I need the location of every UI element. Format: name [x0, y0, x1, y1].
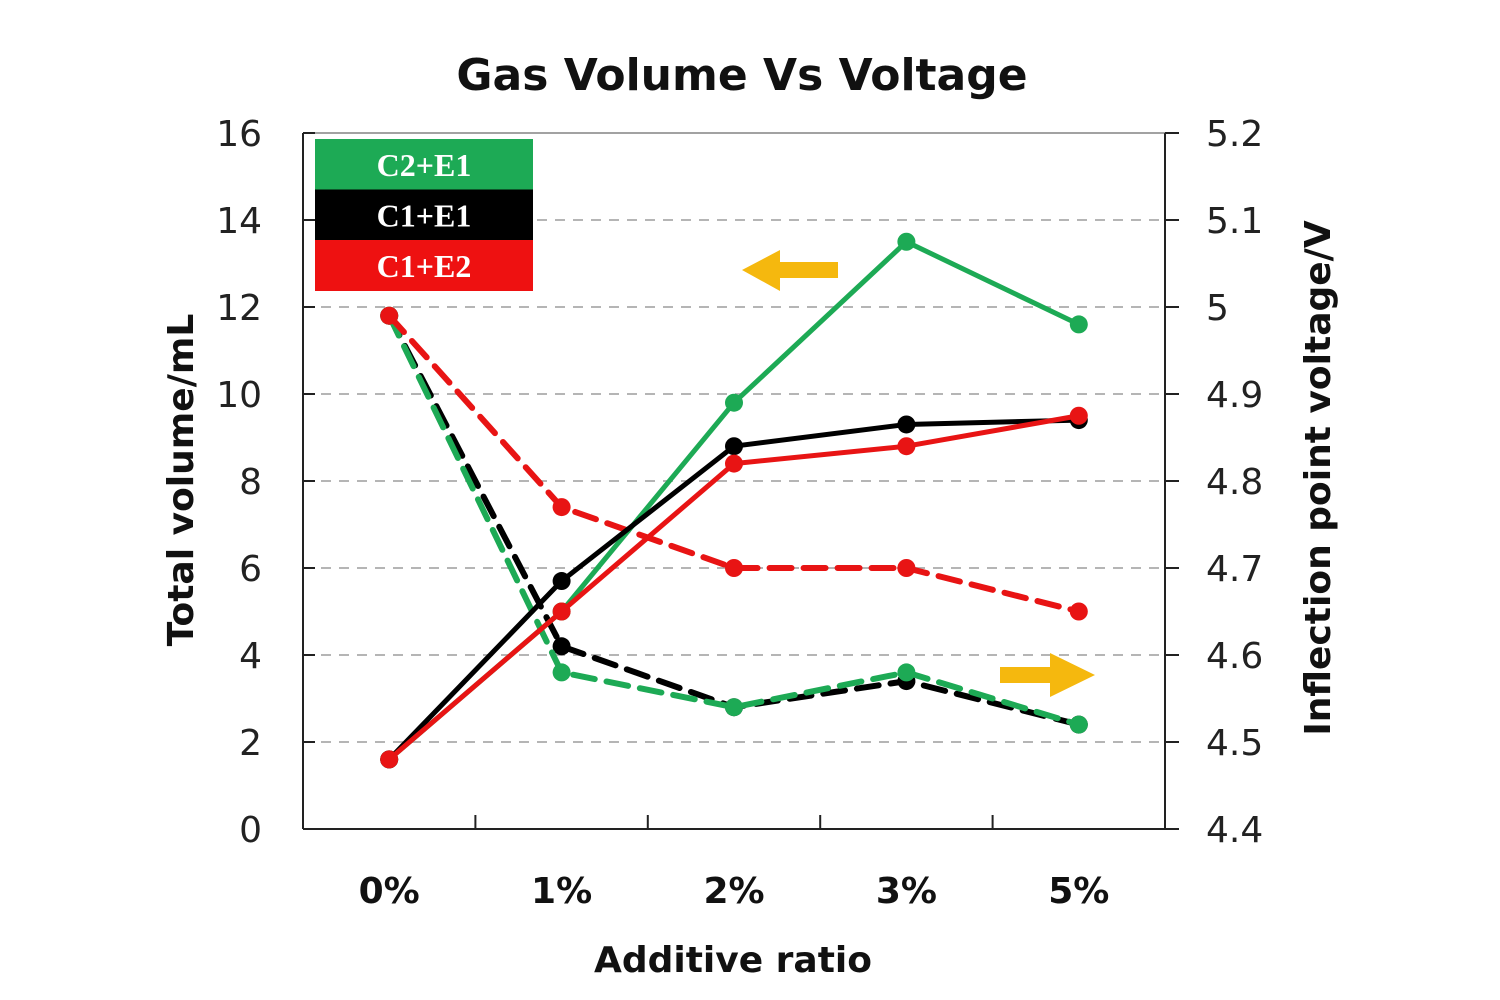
chart-title: Gas Volume Vs Voltage: [456, 50, 1027, 101]
y2-tick-label: 4.7: [1206, 549, 1263, 590]
x-axis-label: Additive ratio: [594, 940, 872, 981]
legend: C2+E1 C1+E1 C1+E2: [315, 139, 533, 291]
series-group: [380, 232, 1088, 769]
data-point: [897, 415, 916, 434]
y2-tick-label: 4.4: [1206, 810, 1263, 851]
left-axis-ticks: 0 2 4 6 8 10 12 14 16: [216, 114, 315, 851]
data-point: [897, 663, 916, 682]
data-point: [552, 663, 571, 682]
y-tick-label: 6: [239, 549, 262, 590]
x-tick-label: 3%: [876, 871, 937, 912]
data-point: [552, 602, 571, 621]
series-line: [387, 239, 1080, 762]
data-point: [380, 750, 399, 769]
y2-tick-label: 4.5: [1206, 723, 1263, 764]
legend-label: C1+E1: [377, 198, 472, 234]
legend-label: C1+E2: [377, 248, 472, 284]
y2-axis-label: Inflection point voltage/V: [1298, 220, 1339, 735]
right-arrow-icon: [1000, 653, 1095, 697]
data-point: [1069, 406, 1088, 425]
y-tick-label: 0: [239, 810, 262, 851]
y2-tick-label: 4.8: [1206, 462, 1263, 503]
data-point: [725, 698, 743, 717]
gridlines: [303, 219, 1165, 743]
legend-swatch: [315, 139, 533, 190]
y-tick-label: 12: [216, 288, 262, 329]
y-axis-label: Total volume/mL: [161, 314, 202, 647]
y2-tick-label: 4.6: [1206, 636, 1263, 677]
y-tick-label: 10: [216, 375, 262, 416]
series-line: [386, 312, 1082, 728]
y2-tick-label: 5.2: [1206, 114, 1263, 155]
y-tick-label: 2: [239, 723, 262, 764]
data-point: [552, 637, 571, 656]
x-tick-label: 2%: [703, 871, 764, 912]
x-tick-label: 0%: [359, 871, 420, 912]
legend-swatch: [315, 189, 533, 241]
data-point: [897, 232, 916, 251]
series-voltage-c1-e2: [380, 306, 1088, 621]
series-volume-c1-e2: [380, 406, 1088, 769]
data-point: [725, 559, 743, 577]
data-point: [725, 437, 743, 456]
legend-label: C2+E1: [377, 147, 472, 183]
series-voltage-c2-e1: [380, 306, 1088, 734]
y-tick-label: 8: [239, 462, 262, 503]
data-point: [552, 498, 571, 517]
x-axis-ticks: 0% 1% 2% 3% 5%: [359, 815, 1109, 912]
data-point: [725, 393, 743, 412]
data-point: [897, 559, 916, 577]
y2-tick-label: 4.9: [1206, 375, 1263, 416]
legend-swatch: [315, 240, 533, 291]
x-tick-label: 5%: [1048, 871, 1109, 912]
right-axis-ticks: 4.4 4.5 4.6 4.7 4.8 4.9 5 5.1 5.2: [1165, 114, 1263, 851]
data-point: [1069, 715, 1088, 734]
y2-tick-label: 5: [1206, 288, 1229, 329]
data-point: [897, 437, 916, 456]
y-tick-label: 16: [216, 114, 262, 155]
axis-indicator-arrows: [742, 250, 1095, 697]
y-tick-label: 4: [239, 636, 262, 677]
x-tick-label: 1%: [531, 871, 592, 912]
left-arrow-icon: [742, 250, 838, 291]
data-point: [380, 306, 399, 325]
series-line: [386, 312, 1082, 728]
data-point: [1069, 315, 1088, 334]
data-point: [1069, 602, 1088, 621]
data-point: [725, 454, 743, 473]
y2-tick-label: 5.1: [1206, 201, 1263, 242]
y-tick-label: 14: [216, 201, 262, 242]
data-point: [552, 572, 571, 591]
